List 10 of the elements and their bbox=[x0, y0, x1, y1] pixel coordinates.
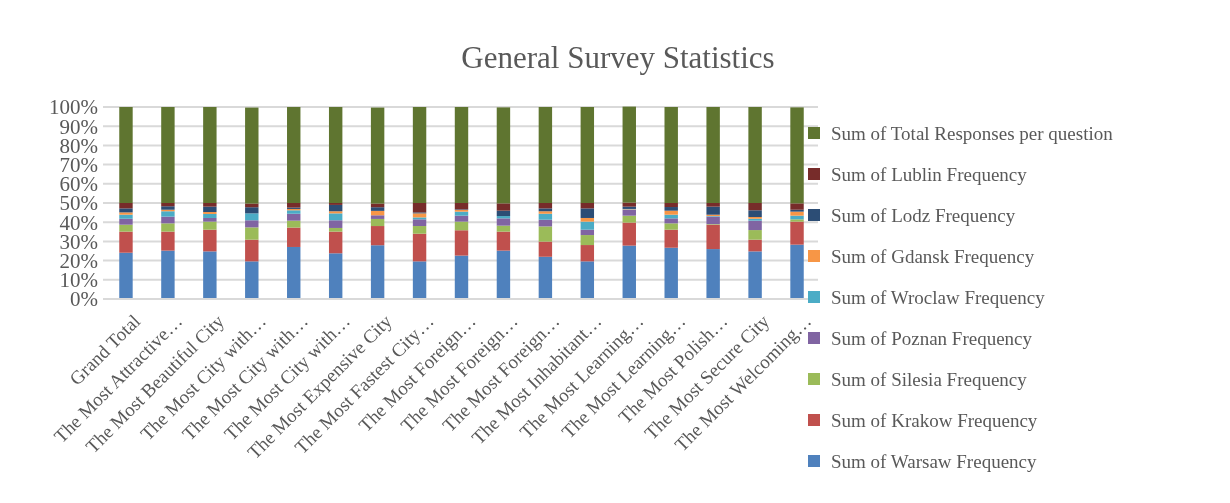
legend-label: Sum of Total Responses per question bbox=[831, 122, 1114, 144]
legend-label: Sum of Krakow Frequency bbox=[831, 409, 1038, 431]
legend-label: Sum of Lublin Frequency bbox=[831, 163, 1028, 185]
legend-label: Sum of Warsaw Frequency bbox=[831, 450, 1037, 472]
legend-label: Sum of Lodz Frequency bbox=[831, 204, 1016, 226]
chart-title: General Survey Statistics bbox=[461, 40, 775, 75]
legend-label: Sum of Poznan Frequency bbox=[831, 327, 1033, 349]
legend-label: Sum of Gdansk Frequency bbox=[831, 245, 1035, 267]
legend-label: Sum of Wroclaw Frequency bbox=[831, 286, 1046, 308]
legend-label: Sum of Silesia Frequency bbox=[831, 368, 1028, 390]
